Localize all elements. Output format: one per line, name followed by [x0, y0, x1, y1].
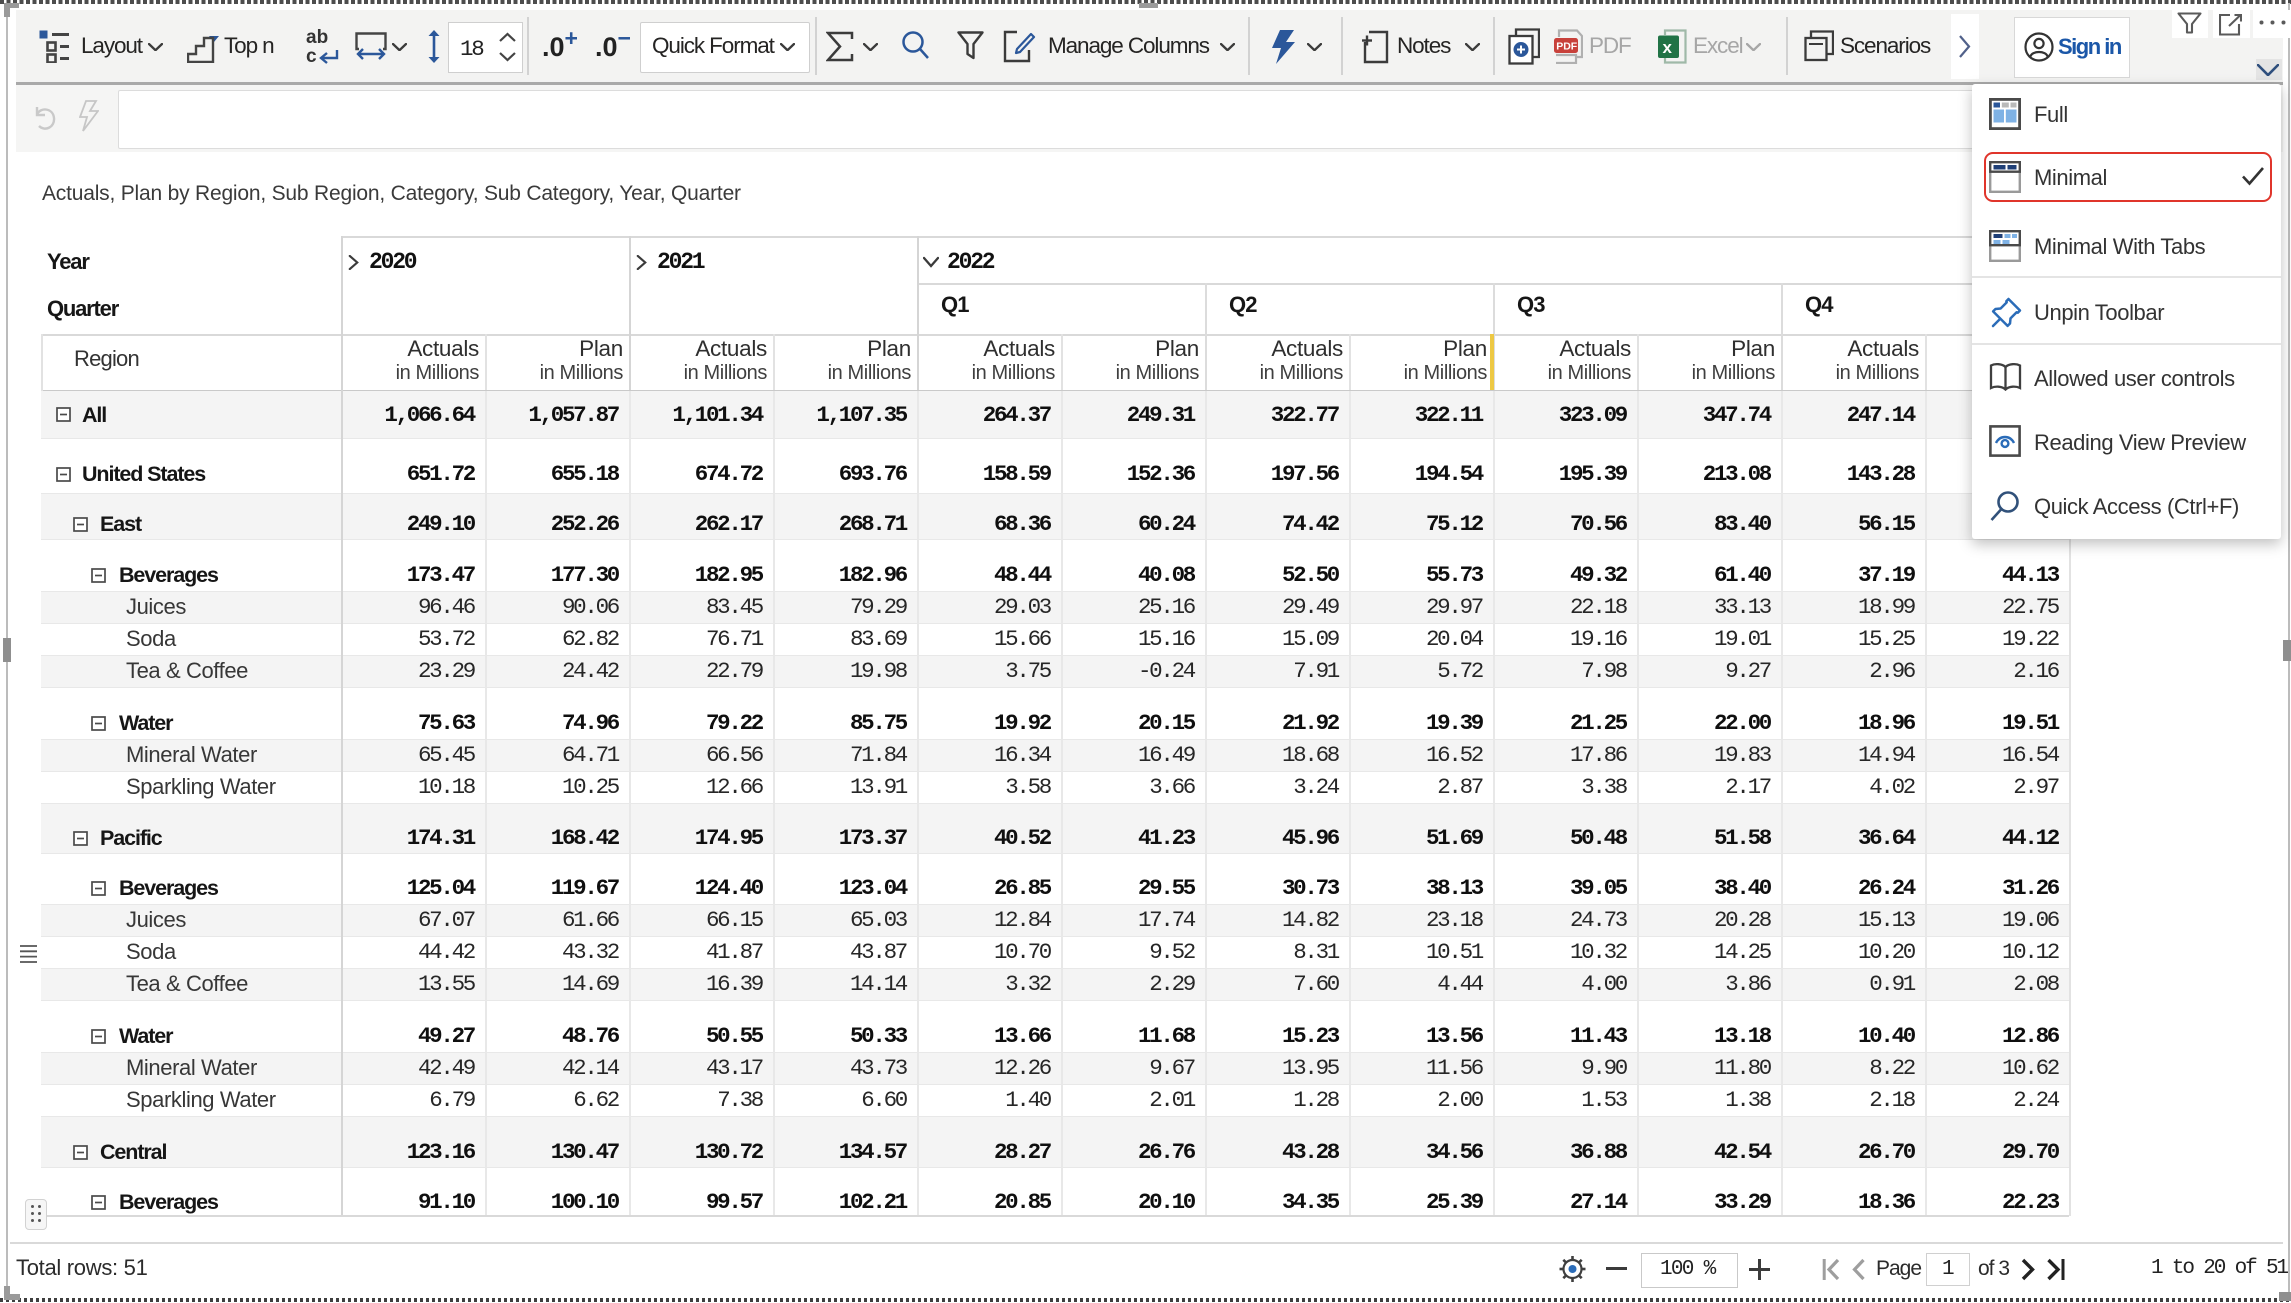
svg-text:PDF: PDF	[1556, 41, 1578, 53]
svg-text:x: x	[1663, 38, 1673, 57]
svg-text:c: c	[306, 46, 317, 66]
svg-text:ab: ab	[306, 28, 328, 48]
